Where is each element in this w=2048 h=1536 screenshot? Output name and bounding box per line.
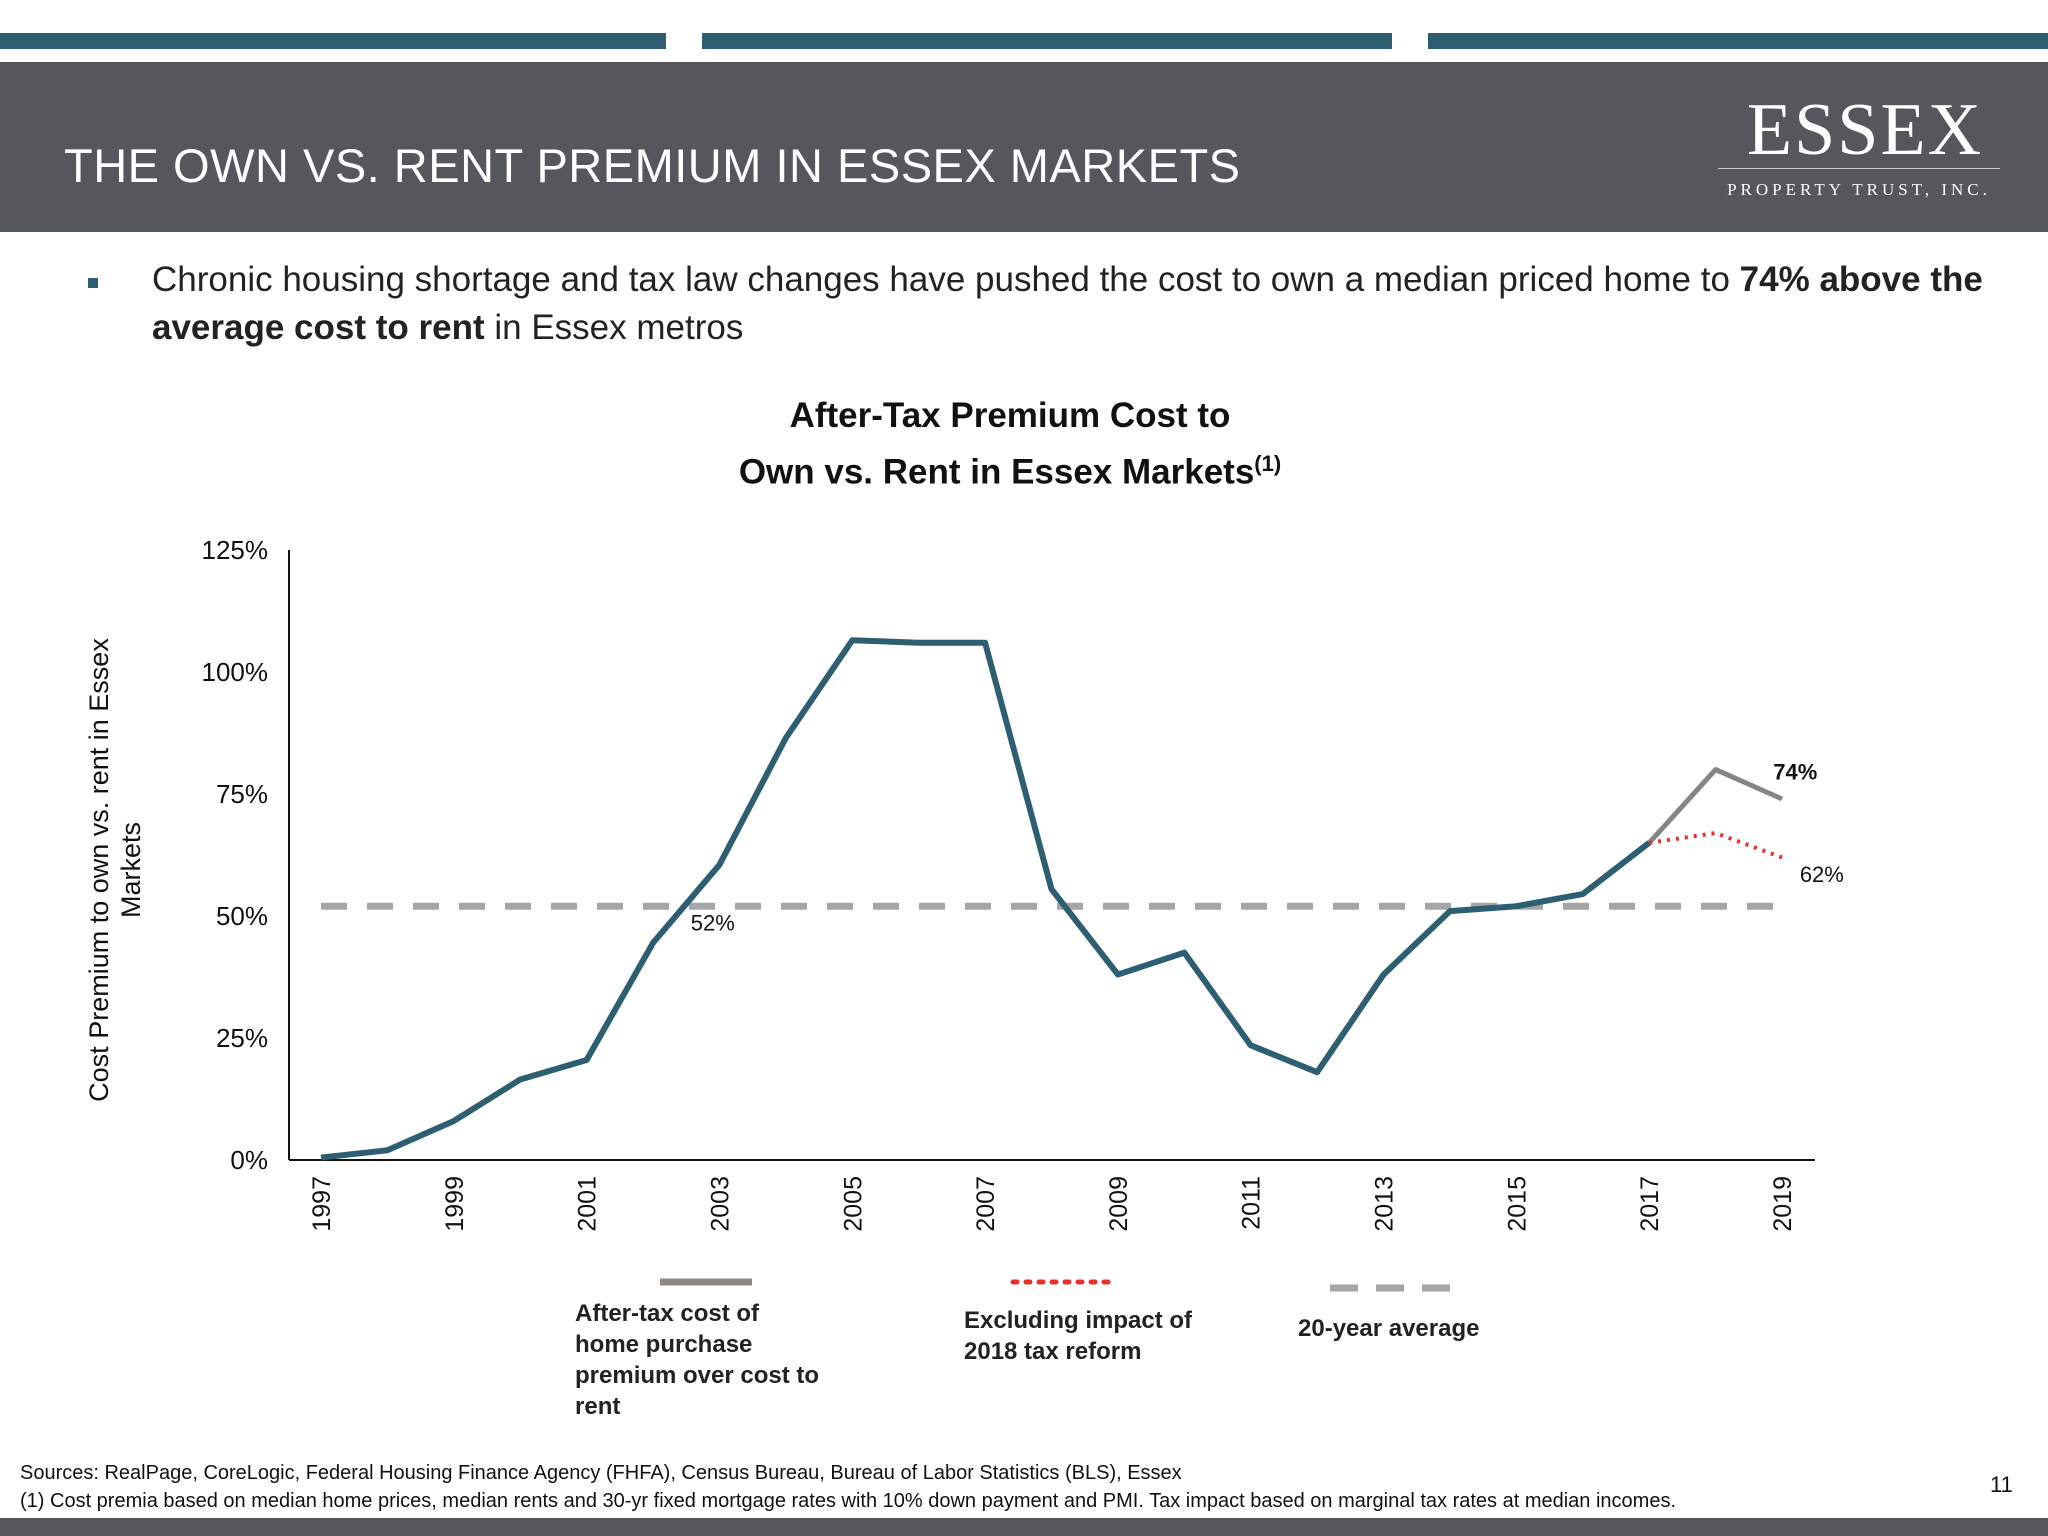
legend-label-after-tax: After-tax cost of home purchase premium …	[575, 1298, 819, 1422]
legend-label-line: premium over cost to	[575, 1362, 820, 1389]
chart-title-line1: After-Tax Premium Cost to	[789, 396, 1231, 435]
logo-divider	[1718, 168, 2000, 169]
x-tick-label: 1997	[308, 1176, 336, 1232]
legend-label-line: 20-year average	[1298, 1315, 1480, 1342]
essex-logo-wordmark: ESSEX	[1746, 89, 1984, 171]
annotation-average-value: 52%	[691, 911, 735, 936]
legend-label-20-year-average: 20-year average	[1298, 1313, 1479, 1344]
x-tick-label: 2005	[839, 1176, 867, 1232]
page-number: 11	[1990, 1472, 2013, 1497]
legend-label-line: After-tax cost of	[575, 1300, 760, 1327]
slide-header	[0, 62, 2048, 232]
annotation-after-tax-value: 74%	[1773, 759, 1817, 784]
y-tick-label: 125%	[202, 535, 269, 565]
x-tick-label: 2001	[574, 1176, 602, 1232]
legend-label-line: home purchase	[575, 1331, 753, 1358]
bullet-text: Chronic housing shortage and tax law cha…	[152, 256, 2012, 352]
footnote: (1) Cost premia based on median home pri…	[20, 1490, 1677, 1512]
top-accent-bar-middle	[702, 33, 1392, 49]
slide-title: THE OWN VS. RENT PREMIUM IN ESSEX MARKET…	[64, 139, 1241, 192]
x-tick-label: 2007	[972, 1176, 1000, 1232]
x-tick-label: 2015	[1503, 1176, 1531, 1232]
x-tick-label: 2013	[1371, 1176, 1399, 1232]
legend-label-line: rent	[575, 1393, 621, 1420]
y-tick-label: 75%	[216, 779, 268, 809]
legend-label-line: Excluding impact of	[964, 1307, 1193, 1334]
y-tick-label: 0%	[230, 1145, 268, 1175]
bullet-text-part1: Chronic housing shortage and tax law cha…	[152, 260, 1740, 299]
series-line-cost-premium	[320, 637, 1652, 1161]
sources-note: Sources: RealPage, CoreLogic, Federal Ho…	[20, 1462, 1182, 1484]
series-line-excluding-tax-reform	[1648, 830, 1783, 860]
y-tick-label: 25%	[216, 1023, 268, 1053]
legend-label-line: 2018 tax reform	[964, 1338, 1142, 1365]
y-tick-label: 50%	[216, 901, 268, 931]
legend-label-excluding-tax-reform: Excluding impact of 2018 tax reform	[964, 1305, 1192, 1367]
y-tick-label: 100%	[202, 657, 269, 687]
chart-title-line2: Own vs. Rent in Essex Markets(1)	[600, 440, 1420, 497]
bullet-text-bold: 74% above the average cost to rent	[152, 260, 1983, 347]
chart-title-line2-text: Own vs. Rent in Essex Markets	[738, 452, 1255, 492]
chart-title: After-Tax Premium Cost to Own vs. Rent i…	[600, 392, 1420, 497]
top-accent-bar-left	[0, 33, 666, 49]
x-tick-label: 2011	[1238, 1176, 1266, 1230]
x-tick-label: 2003	[706, 1176, 734, 1232]
x-tick-label: 2017	[1636, 1176, 1664, 1232]
chart-title-footnote-mark: (1)	[1254, 451, 1282, 476]
series-line-after-tax	[1647, 767, 1784, 845]
annotation-excluding-tax-reform-value: 62%	[1800, 862, 1844, 887]
bullet-text-part2: in Essex metros	[484, 308, 744, 347]
x-tick-label: 2009	[1105, 1176, 1133, 1232]
x-tick-label: 2019	[1769, 1176, 1797, 1232]
essex-logo-subtitle: PROPERTY TRUST, INC.	[1727, 180, 1991, 199]
bottom-bar	[0, 1518, 2048, 1536]
top-accent-bar-right	[1428, 33, 2048, 49]
bullet-icon	[88, 278, 98, 288]
x-tick-label: 1999	[441, 1176, 469, 1232]
